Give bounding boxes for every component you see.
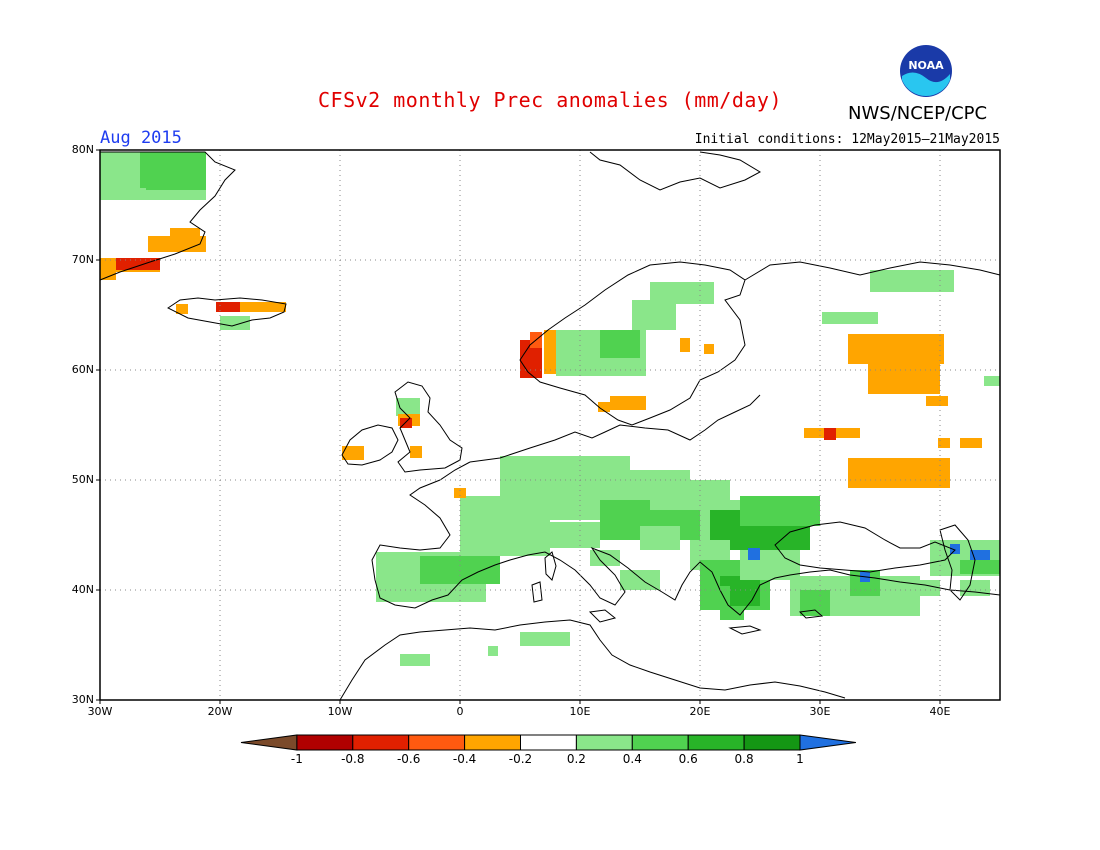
colorbar-label: -0.4 — [452, 752, 477, 766]
anomaly-cell — [960, 438, 982, 448]
longitude-label: 20E — [689, 705, 711, 718]
anomaly-cell — [396, 398, 420, 416]
colorbar-label: 0.6 — [678, 752, 698, 766]
graticule — [100, 150, 1000, 700]
latitude-label: 60N — [71, 363, 94, 376]
latitude-label: 30N — [71, 693, 94, 706]
anomaly-cell — [748, 548, 760, 560]
longitude-label: 0 — [456, 705, 464, 718]
anomaly-cell — [116, 258, 160, 270]
anomaly-cell — [610, 396, 646, 410]
longitude-label: 40E — [929, 705, 951, 718]
anomaly-cell — [960, 580, 990, 596]
anomaly-cell — [938, 438, 950, 448]
anomaly-cell — [176, 304, 188, 314]
anomaly-cell — [740, 496, 820, 526]
anomaly-cell — [640, 526, 680, 550]
colorbar-label: 0.4 — [622, 752, 642, 766]
anomaly-cell — [140, 152, 206, 190]
anomaly-cell — [400, 418, 412, 428]
anomaly-cell — [216, 302, 242, 312]
colorbar-swatch — [631, 734, 689, 751]
anomaly-cell — [720, 606, 744, 620]
noaa-logo-icon: NOAA — [896, 44, 956, 98]
anomaly-cell — [680, 338, 690, 352]
anomaly-cell — [410, 446, 422, 458]
anomaly-cell — [590, 550, 620, 566]
anomaly-cell — [960, 560, 1000, 574]
map-frame — [99, 149, 1001, 701]
anomaly-cell — [848, 458, 950, 488]
colorbar-swatch — [464, 734, 522, 751]
longitude-label: 10E — [569, 705, 591, 718]
colorbar-label: 0.8 — [734, 752, 754, 766]
anomaly-cell — [342, 446, 364, 460]
colorbar-label: -0.8 — [341, 752, 365, 766]
anomaly-cell — [870, 270, 954, 292]
colorbar-label: -1 — [290, 752, 303, 766]
colorbar-swatch — [743, 734, 801, 751]
map-title: CFSv2 monthly Prec anomalies (mm/day) — [317, 88, 783, 112]
anomaly-cell — [704, 344, 714, 354]
anomaly-cell — [984, 376, 1000, 386]
colorbar-label: -0.2 — [508, 752, 533, 766]
longitude-label: 30E — [809, 705, 831, 718]
colorbar-swatch — [687, 734, 745, 751]
anomaly-cell — [970, 550, 990, 560]
agency-label: NWS/NCEP/CPC — [848, 103, 988, 124]
latitude-label: 70N — [71, 253, 94, 266]
colorbar-swatch — [408, 734, 466, 751]
anomaly-shading — [100, 152, 1000, 666]
anomaly-cell — [868, 358, 940, 394]
anomaly-cell — [950, 544, 960, 554]
anomaly-cell — [520, 632, 570, 646]
longitude-label: 30W — [87, 705, 113, 718]
coastlines — [99, 151, 1001, 701]
anomaly-cell — [822, 312, 878, 324]
anomaly-cell — [220, 316, 250, 330]
anomaly-cell — [488, 646, 498, 656]
anomaly-cell — [598, 402, 610, 412]
forecast-month: Aug 2015 — [100, 128, 182, 148]
colorbar-swatch — [520, 734, 577, 751]
svg-text:NOAA: NOAA — [908, 59, 944, 72]
anomaly-cell — [830, 600, 850, 616]
initial-conditions: Initial conditions: 12May2015–21May2015 — [694, 132, 1000, 147]
colorbar-swatch — [352, 734, 410, 751]
colorbar-label: -0.6 — [396, 752, 421, 766]
latitude-label: 80N — [71, 143, 94, 156]
anomaly-cell — [240, 302, 286, 312]
anomaly-cell — [106, 188, 146, 200]
anomaly-cell — [454, 488, 466, 498]
anomaly-cell — [800, 590, 830, 616]
anomaly-cell — [824, 428, 836, 440]
anomaly-cell — [632, 300, 676, 330]
anomaly-cell — [460, 496, 550, 556]
colorbar-swatch — [240, 734, 298, 751]
latitude-label: 50N — [71, 473, 94, 486]
anomaly-cell — [600, 330, 640, 358]
anomaly-cell — [650, 282, 714, 304]
colorbar-swatch — [296, 734, 354, 751]
latitude-label: 40N — [71, 583, 94, 596]
anomaly-cell — [926, 396, 948, 406]
anomaly-cell — [170, 228, 200, 240]
anomaly-cell — [880, 580, 940, 596]
colorbar-swatch — [799, 734, 856, 751]
colorbar-swatch — [575, 734, 633, 751]
longitude-label: 20W — [207, 705, 233, 718]
longitude-label: 10W — [327, 705, 353, 718]
colorbar — [240, 734, 856, 751]
anomaly-cell — [400, 654, 430, 666]
colorbar-label: 1 — [796, 752, 804, 766]
colorbar-label: 0.2 — [566, 752, 586, 766]
anomaly-cell — [540, 522, 600, 548]
